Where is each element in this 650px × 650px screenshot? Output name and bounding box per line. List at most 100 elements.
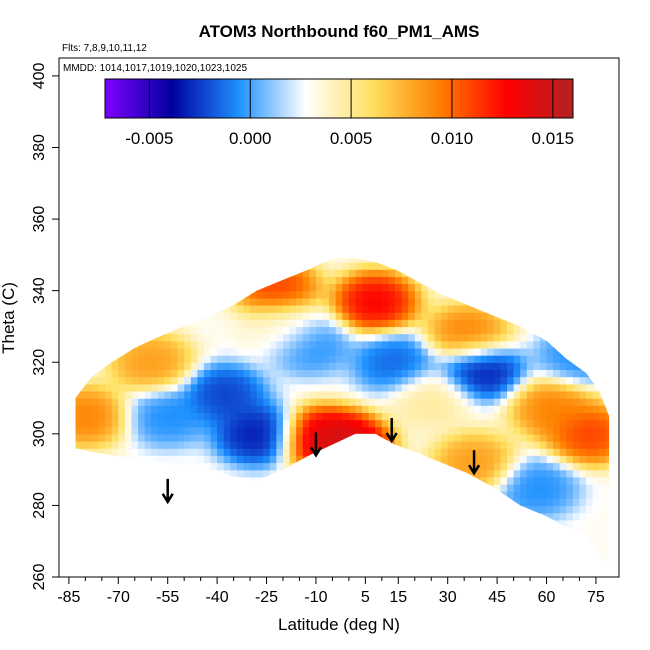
heatmap-cell [217,426,225,435]
heatmap-cell [111,333,119,342]
heatmap-cell [500,448,508,456]
heatmap-cell [243,398,251,406]
heatmap-cell [250,476,258,485]
heatmap-cell [605,340,610,349]
heatmap-cell [157,541,165,549]
heatmap-cell [579,383,587,392]
heatmap-cell [59,470,66,478]
heatmap-cell [289,505,297,514]
heatmap-cell [335,512,343,521]
heatmap-cell [138,326,146,335]
heatmap-cell [197,340,205,349]
heatmap-cell [460,541,469,549]
heatmap-cell [414,426,422,435]
heatmap-cell [98,383,106,392]
heatmap-cell [454,369,462,378]
heatmap-cell [91,383,100,392]
heatmap-cell [243,333,251,342]
heatmap-cell [283,512,291,521]
heatmap-cell [520,548,528,557]
heatmap-cell [151,419,159,428]
heatmap-cell [467,433,475,442]
heatmap-cell [302,269,310,277]
heatmap-cell [111,476,119,485]
heatmap-cell [263,390,271,399]
heatmap-cell [348,519,357,528]
heatmap-cell [342,383,350,392]
heatmap-cell [572,297,581,306]
heatmap-cell [546,362,554,370]
heatmap-cell [427,269,436,277]
heatmap-cell [329,555,337,563]
heatmap-cell [190,369,198,378]
heatmap-cell [309,269,317,277]
heatmap-cell [513,262,521,270]
heatmap-cell [138,455,146,464]
heatmap-cell [276,390,284,399]
heatmap-cell [408,548,416,557]
heatmap-cell [91,526,100,535]
heatmap-cell [177,405,185,413]
heatmap-cell [203,512,212,521]
heatmap-cell [190,455,198,464]
heatmap-cell [230,269,238,277]
heatmap-cell [217,376,225,385]
heatmap-cell [447,347,455,356]
heatmap-cell [539,476,548,485]
heatmap-cell [190,526,198,535]
heatmap-cell [164,383,172,392]
heatmap-cell [203,441,212,449]
heatmap-cell [408,505,416,514]
heatmap-cell [217,534,225,542]
heatmap-cell [171,519,179,528]
heatmap-cell [507,541,515,549]
heatmap-cell [322,405,330,413]
heatmap-cell [441,512,449,521]
heatmap-cell [78,319,86,328]
heatmap-cell [533,476,541,485]
flights-annotation: Flts: 7,8,9,10,11,12 [62,43,147,54]
heatmap-cell [592,498,600,507]
heatmap-cell [197,548,205,557]
heatmap-cell [203,340,212,349]
heatmap-cell [355,519,363,528]
heatmap-cell [566,505,574,514]
heatmap-cell [157,362,165,370]
heatmap-cell [269,376,277,385]
heatmap-cell [177,512,185,521]
heatmap-cell [151,390,159,399]
heatmap-cell [513,462,521,471]
heatmap-cell [223,433,231,442]
heatmap-cell [388,526,396,535]
heatmap-cell [144,519,152,528]
heatmap-cell [493,476,501,485]
heatmap-cell [263,455,271,464]
heatmap-cell [296,398,304,406]
heatmap-cell [105,541,113,549]
heatmap-cell [599,290,607,299]
heatmap-cell [381,476,389,485]
heatmap-cell [184,519,192,528]
heatmap-cell [157,398,165,406]
heatmap-cell [85,398,93,406]
heatmap-cell [348,426,357,435]
heatmap-cell [75,276,80,285]
heatmap-cell [586,483,594,492]
heatmap-cell [230,483,238,492]
heatmap-cell [362,441,370,449]
y-tick-label: 380 [31,134,48,161]
heatmap-cell [546,491,554,499]
heatmap-cell [586,462,594,471]
heatmap-cell [157,305,165,313]
heatmap-cell [66,276,73,284]
heatmap-cell [401,419,409,428]
heatmap-cell [322,362,330,370]
heatmap-cell [513,476,521,485]
heatmap-cell [362,534,370,542]
heatmap-cell [533,312,541,320]
heatmap-cell [421,347,429,356]
heatmap-cell [520,505,528,514]
heatmap-cell [269,512,277,521]
heatmap-cell [144,305,152,313]
heatmap-cell [514,248,521,256]
